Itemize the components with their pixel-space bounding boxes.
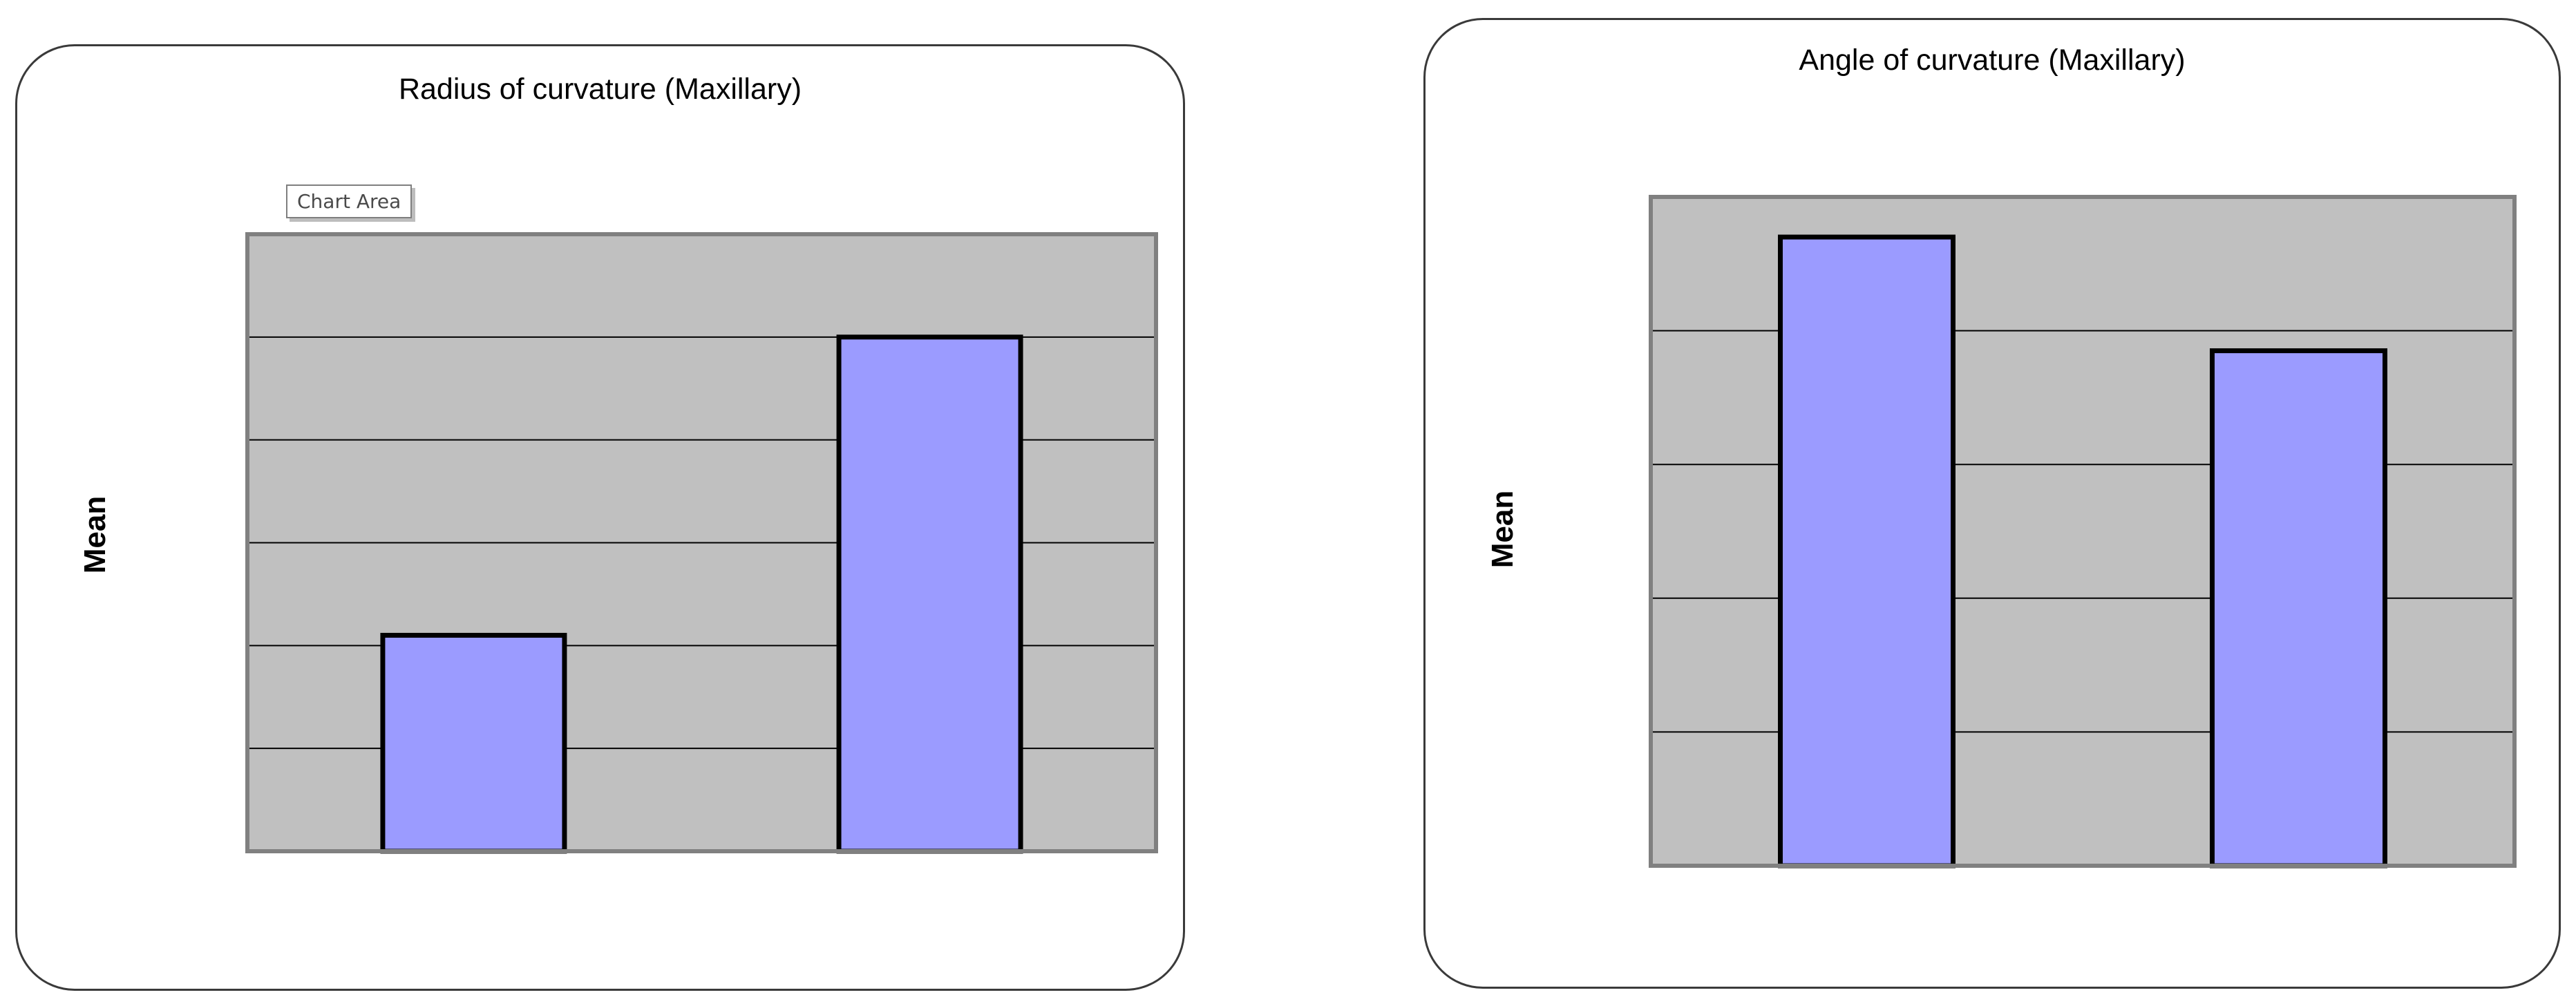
- chart-title: Angle of curvature (Maxillary): [1799, 44, 2186, 77]
- bar: [1778, 234, 1955, 869]
- plot-border: [245, 232, 1158, 853]
- bar: [380, 632, 567, 854]
- plot-area-radius[interactable]: [245, 232, 1158, 854]
- chart-title: Radius of curvature (Maxillary): [398, 73, 802, 106]
- plot-area-angle[interactable]: [1649, 195, 2517, 869]
- y-axis-label: Mean: [78, 495, 112, 574]
- y-axis-label: Mean: [1486, 490, 1519, 569]
- plot-border: [1649, 195, 2517, 868]
- chart-area-angle[interactable]: Angle of curvature (Maxillary) Mean: [1423, 18, 2561, 989]
- chart-area-radius[interactable]: Radius of curvature (Maxillary) Mean Cha…: [15, 44, 1185, 991]
- bar: [2210, 348, 2387, 869]
- bar: [836, 334, 1023, 854]
- chart-area-tooltip: Chart Area: [286, 184, 413, 218]
